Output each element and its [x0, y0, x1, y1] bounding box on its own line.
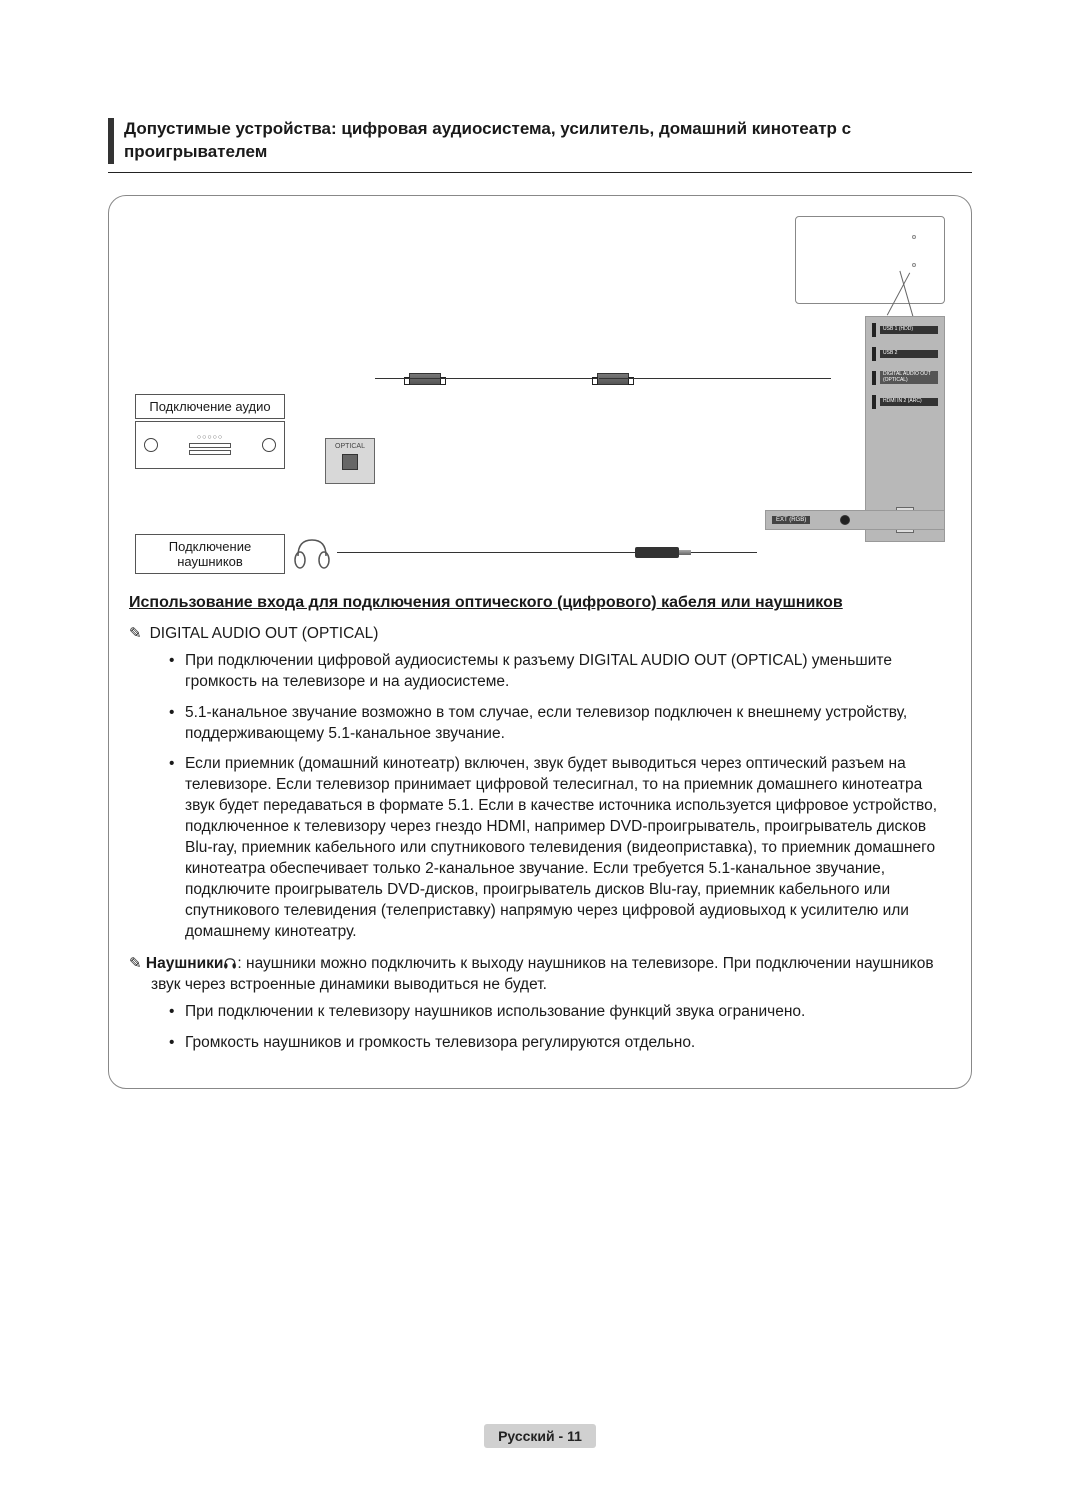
- optical-mini-label: OPTICAL: [335, 443, 365, 450]
- note-icon: ✎: [129, 624, 142, 645]
- audio-box-label: Подключение аудио: [135, 394, 285, 419]
- section-title: Допустимые устройства: цифровая аудиосис…: [124, 118, 972, 164]
- port-label-hdmi-arc: HDMI IN 2 (ARC): [880, 398, 938, 406]
- headphones-inline-icon: [223, 956, 237, 970]
- port-label-ext: EXT (RGB): [772, 516, 810, 524]
- list-item: Громкость наушников и громкость телевизо…: [169, 1033, 951, 1054]
- headphones-lead-bold: Наушники: [146, 955, 224, 972]
- port-label-usb2: USB 2: [880, 350, 938, 358]
- digital-lead-text: DIGITAL AUDIO OUT (OPTICAL): [150, 624, 379, 645]
- headphone-group: Подключение наушников: [135, 534, 285, 574]
- headphones-icon: [291, 532, 333, 572]
- tv-bottom-port-panel: EXT (RGB): [765, 510, 945, 530]
- port-label-digital-audio: DIGITAL AUDIO OUT (OPTICAL): [880, 371, 938, 384]
- list-item: 5.1-канальное звучание возможно в том сл…: [169, 703, 951, 745]
- tv-back-outline: [795, 216, 945, 304]
- list-item: Если приемник (домашний кинотеатр) включ…: [169, 754, 951, 942]
- footer-sep: -: [555, 1428, 567, 1444]
- page-footer: Русский - 11: [0, 1424, 1080, 1448]
- headphone-jack-icon: [840, 515, 850, 525]
- diagram-container: USB 1 (HDD) USB 2 DIGITAL AUDIO OUT (OPT…: [108, 195, 972, 1089]
- headphone-cable: [337, 552, 757, 554]
- connection-diagram: USB 1 (HDD) USB 2 DIGITAL AUDIO OUT (OPT…: [129, 210, 951, 580]
- tv-side-port-panel: USB 1 (HDD) USB 2 DIGITAL AUDIO OUT (OPT…: [865, 316, 945, 542]
- optical-cable: [599, 378, 831, 380]
- audio-device-icon: ○○○○○: [135, 421, 285, 469]
- headphone-box-label: Подключение наушников: [135, 534, 285, 574]
- audio-device-group: Подключение аудио ○○○○○: [135, 394, 285, 469]
- headphones-lead-rest: : наушники можно подключить к выходу нау…: [151, 955, 934, 994]
- optical-cable: [375, 378, 607, 380]
- footer-page-number: 11: [567, 1428, 582, 1444]
- note-icon: ✎: [129, 955, 142, 972]
- list-item: При подключении цифровой аудиосистемы к …: [169, 651, 951, 693]
- digital-audio-note: ✎ DIGITAL AUDIO OUT (OPTICAL): [129, 624, 951, 645]
- port-label-usb1: USB 1 (HDD): [880, 326, 938, 334]
- headphone-plug-icon: [635, 547, 679, 558]
- instructions-title: Использование входа для подключения опти…: [129, 594, 951, 612]
- footer-language: Русский: [498, 1428, 555, 1444]
- digital-bullet-list: При подключении цифровой аудиосистемы к …: [169, 651, 951, 943]
- section-header: Допустимые устройства: цифровая аудиосис…: [108, 118, 972, 173]
- header-accent-bar: [108, 118, 114, 164]
- list-item: При подключении к телевизору наушников и…: [169, 1002, 951, 1023]
- optical-jack-box: OPTICAL: [325, 438, 375, 484]
- headphones-note: ✎ Наушники: наушники можно подключить к …: [151, 953, 951, 996]
- headphones-bullet-list: При подключении к телевизору наушников и…: [169, 1002, 951, 1054]
- footer-badge: Русский - 11: [484, 1424, 596, 1448]
